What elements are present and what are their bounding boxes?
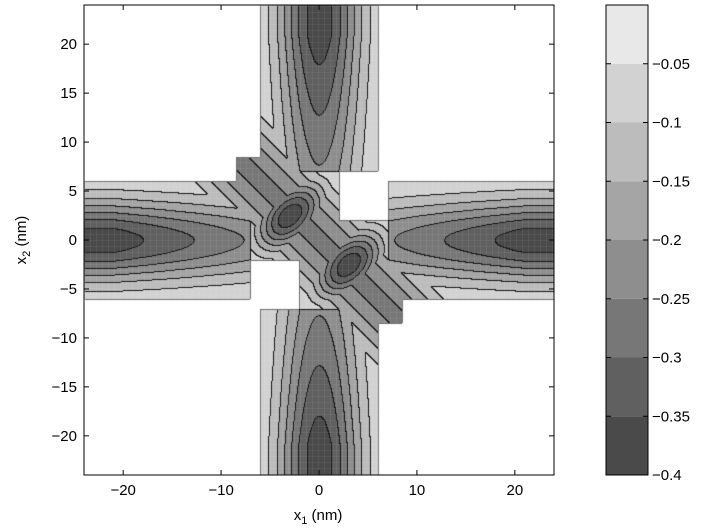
y-tick-label: 5 — [69, 183, 77, 200]
x-tick-label: 10 — [409, 482, 426, 499]
colorbar-tick-label: −0.15 — [652, 173, 690, 190]
colorbar-tick-label: −0.25 — [652, 291, 690, 308]
colorbar-bands — [606, 5, 648, 475]
colorbar-tick-label: −0.1 — [652, 115, 682, 132]
y-tick-label: −10 — [52, 330, 77, 347]
x-tick-label: −10 — [208, 482, 233, 499]
y-tick-label: 10 — [60, 134, 77, 151]
mesh-overlay — [84, 5, 554, 475]
colorbar-band — [606, 181, 648, 240]
colorbar-band — [606, 416, 648, 475]
colorbar-band — [606, 298, 648, 358]
colorbar-tick-label: −0.05 — [652, 56, 690, 73]
plot-area — [83, 4, 555, 476]
y-tick-label: −5 — [60, 281, 77, 298]
colorbar-tick-label: −0.35 — [652, 408, 690, 425]
x-tick-label: 20 — [506, 482, 523, 499]
colorbar: −0.4 −0.35 −0.3 −0.25 −0.2 −0.15 −0.1 −0.05 — [605, 4, 690, 484]
colorbar-ticks: −0.4 −0.35 −0.3 −0.25 −0.2 −0.15 −0.1 −0.05 — [606, 56, 690, 484]
x-tick-label: 0 — [315, 482, 323, 499]
y-axis: −20 −15 −10 −5 0 5 10 15 20 — [52, 36, 554, 445]
colorbar-tick-label: −0.3 — [652, 350, 682, 367]
x-axis: −20 −10 0 10 20 — [110, 5, 523, 499]
y-tick-label: −20 — [52, 428, 77, 445]
y-tick-label: −15 — [52, 379, 77, 396]
colorbar-band — [606, 240, 648, 299]
y-axis-label: x2 (nm) — [13, 216, 33, 265]
colorbar-tick-label: −0.2 — [652, 232, 682, 249]
colorbar-band — [606, 122, 648, 182]
y-tick-label: 15 — [60, 85, 77, 102]
colorbar-band — [606, 357, 648, 417]
colorbar-band — [606, 5, 648, 64]
y-tick-label: 20 — [60, 36, 77, 53]
x-tick-label: −20 — [110, 482, 135, 499]
colorbar-tick-label: −0.4 — [652, 467, 682, 484]
y-tick-label: 0 — [69, 232, 77, 249]
colorbar-band — [606, 63, 648, 123]
x-axis-label: x1 (nm) — [294, 507, 343, 527]
